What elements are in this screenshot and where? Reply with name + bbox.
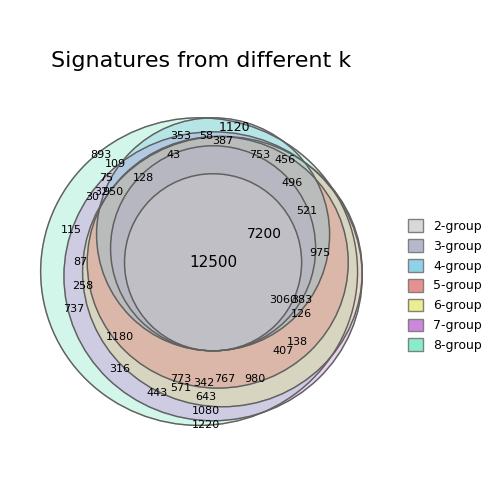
Text: 975: 975 [309,248,331,258]
Text: 1220: 1220 [192,420,220,430]
Text: 30: 30 [85,192,99,202]
Text: 950: 950 [102,187,123,198]
Text: 773: 773 [170,374,191,384]
Legend: 2-group, 3-group, 4-group, 5-group, 6-group, 7-group, 8-group: 2-group, 3-group, 4-group, 5-group, 6-gr… [405,215,486,356]
Ellipse shape [97,118,330,351]
Text: 456: 456 [275,155,296,165]
Ellipse shape [87,137,348,388]
Text: 342: 342 [193,379,214,389]
Text: 138: 138 [286,337,307,347]
Text: 126: 126 [291,308,312,319]
Text: 75: 75 [99,173,113,183]
Text: 383: 383 [291,294,312,304]
Text: 1180: 1180 [106,332,134,342]
Text: 7200: 7200 [247,227,282,241]
Text: 3060: 3060 [269,294,297,304]
Text: 1080: 1080 [192,406,220,416]
Text: 353: 353 [170,132,191,142]
Text: 643: 643 [196,393,217,402]
Text: 753: 753 [249,150,270,160]
Text: 893: 893 [91,150,112,160]
Text: 128: 128 [133,173,154,183]
Text: 767: 767 [214,374,235,384]
Text: 1120: 1120 [218,120,250,134]
Text: 387: 387 [212,136,233,146]
Ellipse shape [64,132,362,421]
Text: 258: 258 [72,281,93,291]
Text: 571: 571 [170,383,191,393]
Text: 43: 43 [166,150,180,160]
Ellipse shape [124,174,301,351]
Text: 496: 496 [282,178,303,188]
Text: 32: 32 [94,187,108,198]
Ellipse shape [110,146,316,351]
Ellipse shape [41,118,357,425]
Text: 87: 87 [73,257,87,267]
Text: 737: 737 [62,304,84,314]
Text: 521: 521 [296,206,317,216]
Text: 109: 109 [105,159,126,169]
Title: Signatures from different k: Signatures from different k [51,50,352,71]
Text: 12500: 12500 [189,255,237,270]
Text: 407: 407 [272,346,294,356]
Ellipse shape [83,137,362,407]
Text: 58: 58 [199,132,213,142]
Text: 980: 980 [244,374,266,384]
Text: 316: 316 [109,364,131,374]
Text: 115: 115 [60,225,82,235]
Text: 443: 443 [147,388,168,398]
